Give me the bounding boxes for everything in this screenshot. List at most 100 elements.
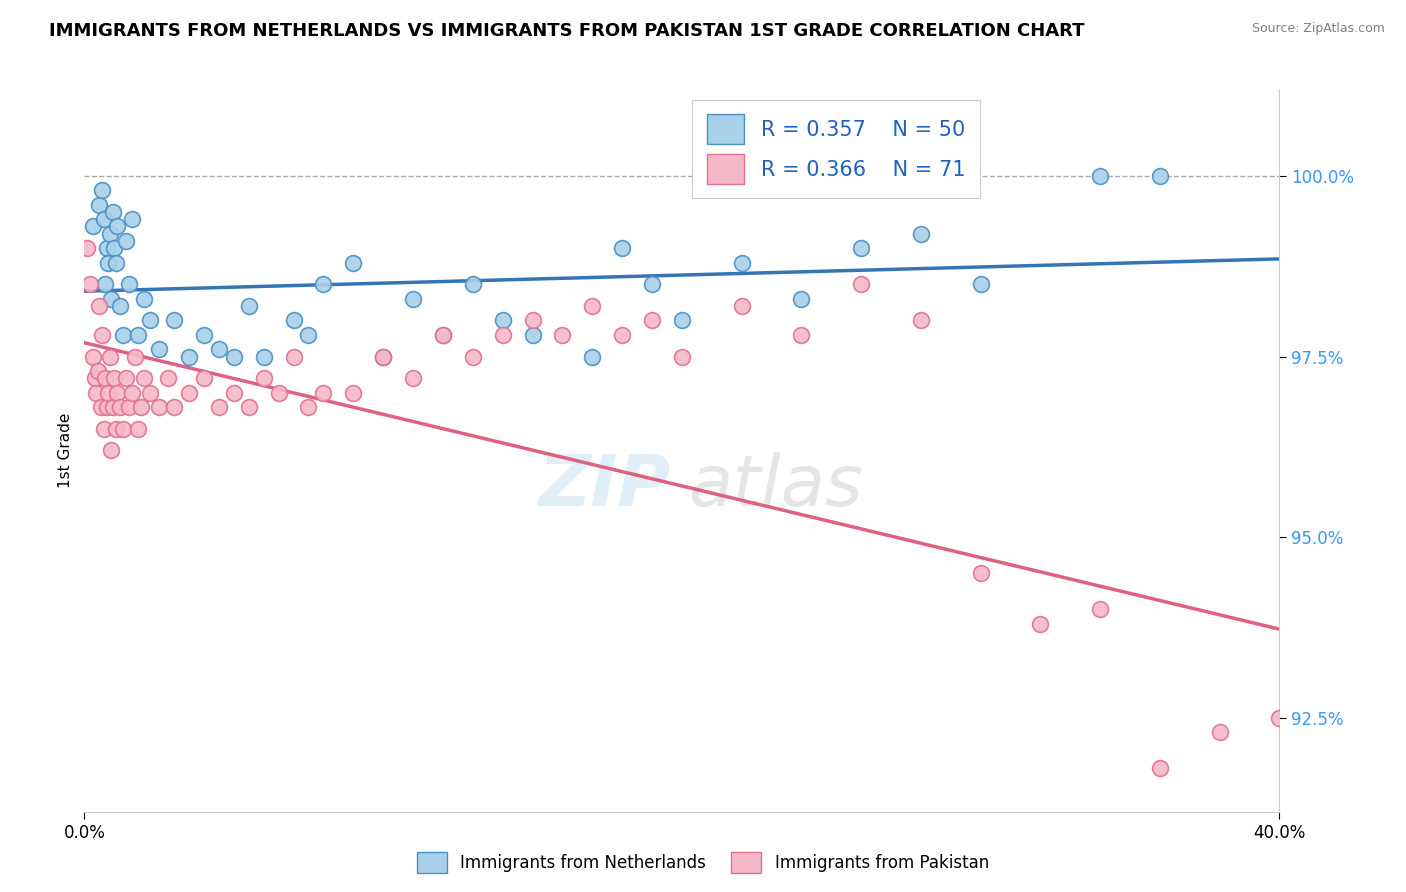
Point xyxy=(163,400,186,414)
Point xyxy=(731,255,754,269)
Text: Source: ZipAtlas.com: Source: ZipAtlas.com xyxy=(1251,22,1385,36)
Point xyxy=(93,422,115,436)
Point xyxy=(671,313,693,327)
Point xyxy=(104,255,127,269)
Point xyxy=(253,371,276,385)
Point xyxy=(1329,674,1351,689)
Point xyxy=(790,292,813,306)
Point xyxy=(94,277,117,292)
Point xyxy=(94,371,117,385)
Point xyxy=(238,299,260,313)
Point xyxy=(132,292,156,306)
Point xyxy=(432,327,454,342)
Point xyxy=(163,313,186,327)
Point xyxy=(129,400,152,414)
Point xyxy=(283,313,305,327)
Point xyxy=(671,350,693,364)
Point xyxy=(97,255,120,269)
Point xyxy=(193,371,215,385)
Point xyxy=(91,327,114,342)
Text: atlas: atlas xyxy=(688,452,862,521)
Point xyxy=(267,385,290,400)
Point xyxy=(731,299,754,313)
Point xyxy=(312,277,335,292)
Point xyxy=(551,327,574,342)
Text: IMMIGRANTS FROM NETHERLANDS VS IMMIGRANTS FROM PAKISTAN 1ST GRADE CORRELATION CH: IMMIGRANTS FROM NETHERLANDS VS IMMIGRANT… xyxy=(49,22,1084,40)
Point xyxy=(522,327,544,342)
Point xyxy=(89,299,111,313)
Point xyxy=(342,255,364,269)
Point xyxy=(1149,761,1171,775)
Point xyxy=(297,400,319,414)
Point xyxy=(89,198,111,212)
Point xyxy=(157,371,180,385)
Point xyxy=(222,350,245,364)
Point xyxy=(112,422,135,436)
Point xyxy=(1149,169,1171,183)
Point xyxy=(910,313,932,327)
Point xyxy=(522,313,544,327)
Point xyxy=(1268,711,1291,725)
Point xyxy=(118,400,141,414)
Point xyxy=(91,183,114,197)
Legend: R = 0.357    N = 50, R = 0.366    N = 71: R = 0.357 N = 50, R = 0.366 N = 71 xyxy=(692,100,980,198)
Point xyxy=(492,313,515,327)
Point xyxy=(1090,602,1112,616)
Point xyxy=(101,205,124,219)
Point xyxy=(115,371,138,385)
Point xyxy=(98,227,121,241)
Point xyxy=(79,277,101,292)
Point xyxy=(101,400,124,414)
Point xyxy=(86,385,108,400)
Point xyxy=(96,241,118,255)
Point xyxy=(105,219,128,234)
Point xyxy=(148,400,170,414)
Point xyxy=(970,566,993,581)
Point xyxy=(100,292,122,306)
Point xyxy=(581,299,603,313)
Point xyxy=(238,400,260,414)
Legend: Immigrants from Netherlands, Immigrants from Pakistan: Immigrants from Netherlands, Immigrants … xyxy=(411,846,995,880)
Point xyxy=(1358,747,1381,761)
Point xyxy=(208,400,231,414)
Point xyxy=(297,327,319,342)
Point xyxy=(222,385,245,400)
Point xyxy=(253,350,276,364)
Point xyxy=(1209,725,1232,739)
Point xyxy=(97,385,120,400)
Point xyxy=(970,277,993,292)
Point xyxy=(910,227,932,241)
Point xyxy=(139,385,162,400)
Point xyxy=(283,350,305,364)
Point xyxy=(112,327,135,342)
Point xyxy=(103,371,125,385)
Point xyxy=(110,400,132,414)
Point xyxy=(127,422,149,436)
Point xyxy=(1029,616,1052,631)
Y-axis label: 1st Grade: 1st Grade xyxy=(58,413,73,488)
Point xyxy=(612,241,634,255)
Point xyxy=(93,212,115,227)
Point xyxy=(177,350,200,364)
Point xyxy=(177,385,200,400)
Point xyxy=(82,219,104,234)
Point xyxy=(1298,747,1320,761)
Point xyxy=(104,422,127,436)
Point xyxy=(641,277,664,292)
Point xyxy=(121,212,143,227)
Point xyxy=(121,385,143,400)
Point xyxy=(373,350,395,364)
Point xyxy=(612,327,634,342)
Point xyxy=(851,277,873,292)
Point xyxy=(193,327,215,342)
Point xyxy=(83,371,105,385)
Point xyxy=(76,241,98,255)
Point xyxy=(96,400,118,414)
Point xyxy=(90,400,112,414)
Point xyxy=(208,343,231,357)
Text: ZIP: ZIP xyxy=(538,452,671,521)
Point xyxy=(118,277,141,292)
Point xyxy=(312,385,335,400)
Point xyxy=(492,327,515,342)
Point xyxy=(105,385,128,400)
